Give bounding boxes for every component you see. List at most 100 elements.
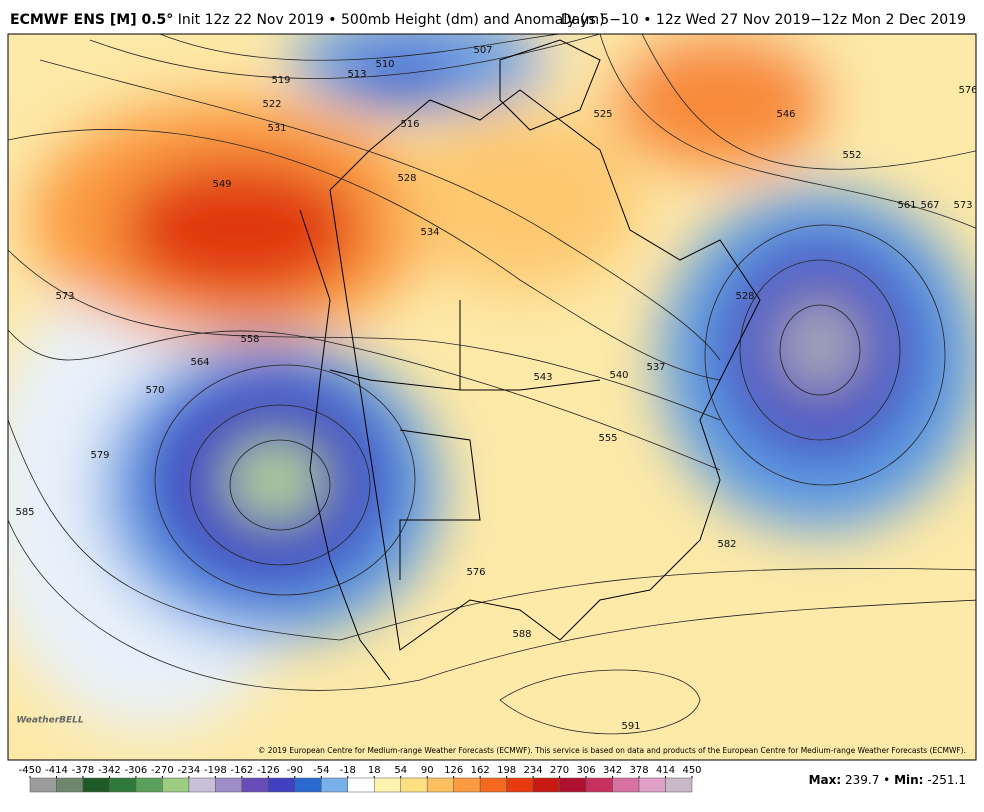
- min-label: Min:: [894, 773, 923, 787]
- contour-label: 588: [512, 629, 531, 640]
- colorbar-swatch: [426, 777, 454, 793]
- contour-label: 582: [717, 539, 736, 550]
- colorbar-swatch: [188, 777, 216, 793]
- colorbar-swatch: [294, 777, 322, 793]
- border: [329, 300, 601, 580]
- contour-label: 573: [55, 291, 74, 302]
- separator: •: [883, 773, 890, 787]
- contour: [8, 129, 721, 381]
- anomaly: [225, 440, 325, 520]
- colorbar-swatch: [506, 777, 534, 793]
- colorbar-tick-label: 54: [394, 765, 407, 776]
- colorbar-swatch: [532, 777, 560, 793]
- contour-label: 561: [897, 200, 916, 211]
- colorbar-tick-label: 414: [656, 765, 675, 776]
- coastline: [499, 39, 601, 131]
- contour-label: 528: [397, 173, 416, 184]
- contour: [599, 34, 976, 229]
- contour-label: 564: [190, 357, 209, 368]
- contour: [189, 404, 371, 566]
- colorbar-tick-label: 198: [497, 765, 516, 776]
- colorbar-tick-label: 270: [550, 765, 569, 776]
- contour: [39, 59, 721, 361]
- colorbar-tick-label: -54: [313, 765, 329, 776]
- colorbar-swatch: [241, 777, 269, 793]
- contour-label: 543: [533, 372, 552, 383]
- colorbar-swatch: [109, 777, 137, 793]
- contour-label: 510: [375, 59, 394, 70]
- colorbar-swatch: [29, 777, 57, 793]
- contour-label: 567: [920, 200, 939, 211]
- colorbar-tick-label: 126: [444, 765, 463, 776]
- contour-label: 585: [15, 507, 34, 518]
- colorbar-tick-label: 234: [524, 765, 543, 776]
- contour-label: 555: [598, 433, 617, 444]
- colorbar-swatch: [612, 777, 640, 793]
- contour-label: 591: [621, 721, 640, 732]
- colorbar-tick-label: -18: [340, 765, 356, 776]
- logo: WeatherBELL: [16, 716, 84, 726]
- colorbar-tick-label: -162: [230, 765, 253, 776]
- colorbar-swatch: [453, 777, 481, 793]
- title: ECMWF ENS [M] 0.5° Init 12z 22 Nov 2019 …: [10, 12, 605, 28]
- contour-label: 516: [400, 119, 419, 130]
- contour: [8, 249, 721, 421]
- contour-label: 537: [646, 362, 665, 373]
- colorbar-swatch: [585, 777, 613, 793]
- map: 507 510 513 516 519 522 525 528 531 534 537 540 543 5…: [8, 34, 977, 760]
- colorbar-swatch: [135, 777, 163, 793]
- colorbar-tick-label: -342: [98, 765, 121, 776]
- contour-label: 540: [609, 370, 628, 381]
- anomaly: [610, 34, 830, 170]
- map-frame: [7, 33, 977, 761]
- colorbar-tick-label: -198: [204, 765, 227, 776]
- contour-labels: 507 510 513 516 519 522 525 528 531 534 537 540 543 5…: [15, 45, 977, 732]
- contour-label: 531: [267, 123, 286, 134]
- contour: [154, 364, 416, 596]
- contour-label: 573: [953, 200, 972, 211]
- colorbar-tick-label: 342: [603, 765, 622, 776]
- contour-label: 549: [212, 179, 231, 190]
- colorbar-swatch: [215, 777, 243, 793]
- colorbar-tick-label: 306: [577, 765, 596, 776]
- max-value: 239.7: [845, 773, 879, 787]
- colorbar-tick-label: -90: [287, 765, 303, 776]
- colorbar-swatch: [162, 777, 190, 793]
- anomaly-field: [8, 34, 976, 740]
- title-bold: ECMWF ENS [M] 0.5°: [10, 12, 173, 28]
- colorbar-swatch: [665, 777, 693, 793]
- colorbar-tick-label: -378: [72, 765, 95, 776]
- colorbar-swatch: [268, 777, 296, 793]
- contour: [159, 34, 561, 61]
- colorbar-tick-label: -234: [178, 765, 201, 776]
- contour-label: 507: [473, 45, 492, 56]
- contour-label: 558: [240, 334, 259, 345]
- contour: [704, 224, 946, 486]
- contour: [641, 34, 976, 170]
- colorbar-swatch: [479, 777, 507, 793]
- colorbar-swatch: [638, 777, 666, 793]
- contour-label: 513: [347, 69, 366, 80]
- contour: [8, 519, 976, 691]
- title-rest: Init 12z 22 Nov 2019 • 500mb Height (dm)…: [178, 12, 605, 28]
- contour-label: 576: [958, 85, 977, 96]
- colorbar: -450 -414 -378 -342 -306 -270 -234 -198 -162 -126…: [19, 765, 702, 793]
- colorbar-tick-label: 378: [629, 765, 648, 776]
- colorbar-tick-label: -126: [257, 765, 280, 776]
- contour-label: 525: [593, 109, 612, 120]
- colorbar-tick-label: -414: [45, 765, 68, 776]
- contour-label: 576: [466, 567, 485, 578]
- stats: Max: 239.7 • Min: -251.1: [809, 773, 966, 787]
- contour-label: 519: [271, 75, 290, 86]
- colorbar-swatch: [56, 777, 84, 793]
- contour-label: 522: [262, 99, 281, 110]
- colorbar-tick-label: -306: [125, 765, 148, 776]
- min-value: -251.1: [927, 773, 966, 787]
- colorbar-tick-label: 162: [471, 765, 490, 776]
- colorbar-tick-label: 18: [368, 765, 381, 776]
- contour: [229, 439, 331, 531]
- contour: [499, 669, 701, 735]
- colorbar-tick-label: 90: [421, 765, 434, 776]
- max-label: Max:: [809, 773, 842, 787]
